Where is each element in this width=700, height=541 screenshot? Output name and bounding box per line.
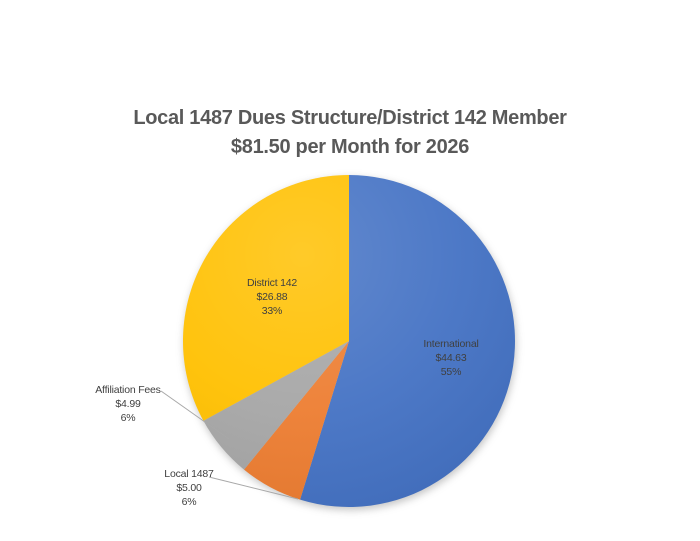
leader-line-affiliation-fees bbox=[160, 390, 230, 440]
data-label-amount: $4.99 bbox=[115, 398, 141, 410]
chart-title-line2: $81.50 per Month for 2026 bbox=[230, 136, 470, 158]
data-label-pct: 6% bbox=[120, 412, 136, 424]
data-label-amount: $26.88 bbox=[256, 291, 288, 303]
data-label-district-142: District 142 $26.88 33% bbox=[247, 276, 297, 318]
data-label-pct: 55% bbox=[440, 366, 462, 378]
data-label-name: District 142 bbox=[246, 277, 298, 289]
data-label-amount: $44.63 bbox=[435, 352, 467, 364]
data-label-pct: 33% bbox=[261, 305, 283, 317]
chart-title-line1: Local 1487 Dues Structure/District 142 M… bbox=[133, 107, 567, 129]
chart-title: Local 1487 Dues Structure/District 142 M… bbox=[0, 104, 700, 162]
data-label-amount: $5.00 bbox=[176, 482, 202, 494]
data-label-affiliation-fees: Affiliation Fees $4.99 6% bbox=[95, 383, 161, 425]
data-label-name: Affiliation Fees bbox=[95, 384, 161, 396]
data-label-name: Local 1487 bbox=[164, 468, 214, 480]
data-label-international: International $44.63 55% bbox=[423, 337, 478, 379]
data-label-name: International bbox=[423, 338, 479, 350]
data-label-pct: 6% bbox=[181, 496, 197, 508]
data-label-local-1487: Local 1487 $5.00 6% bbox=[164, 467, 214, 509]
leader-line-local-1487 bbox=[208, 476, 299, 500]
